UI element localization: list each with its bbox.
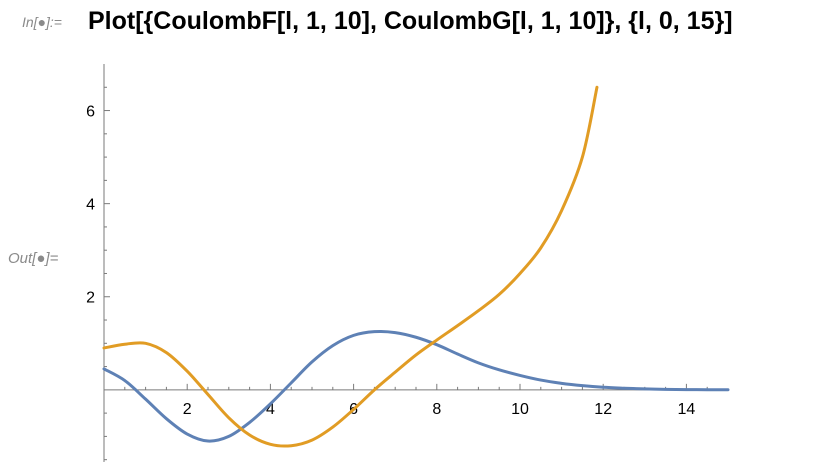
x-tick-label: 14 [678, 401, 696, 418]
series-coulomb-f-line [102, 329, 730, 443]
x-tick-label: 10 [511, 401, 529, 418]
series-coulomb-g-line [102, 85, 599, 448]
x-tick-label: 2 [183, 401, 192, 418]
y-tick-label: 4 [86, 197, 95, 214]
x-tick-label: 8 [432, 401, 441, 418]
y-tick-label: 6 [86, 104, 95, 121]
output-cell-label: Out[●]= [8, 250, 59, 267]
chart-series-layer [102, 85, 730, 448]
input-cell-label: In[●]:= [22, 14, 62, 30]
x-tick-label: 4 [266, 401, 275, 418]
input-expression[interactable]: Plot[{CoulombF[l, 1, 10], CoulombG[l, 1,… [88, 7, 733, 35]
x-tick-label: 12 [594, 401, 612, 418]
y-tick-label: 2 [86, 290, 95, 307]
